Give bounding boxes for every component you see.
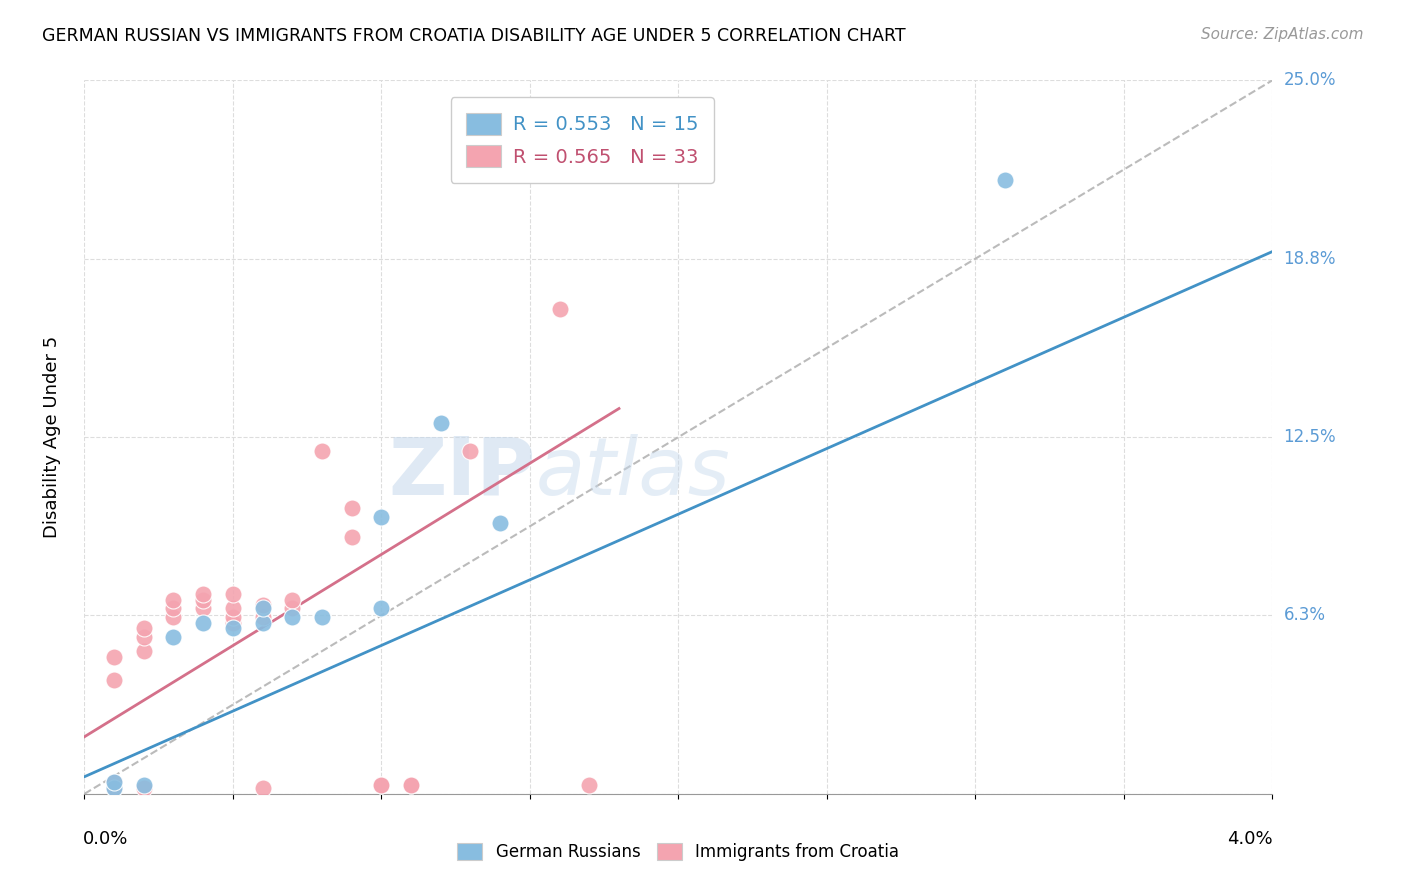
Point xyxy=(994,173,1017,187)
Point xyxy=(191,587,215,601)
Point xyxy=(370,601,392,615)
Text: 12.5%: 12.5% xyxy=(1284,428,1336,446)
Point xyxy=(132,630,155,644)
Point xyxy=(281,592,304,607)
Point xyxy=(489,516,512,530)
Point xyxy=(430,416,453,430)
Point xyxy=(103,781,125,796)
Point xyxy=(132,621,155,635)
Point xyxy=(191,601,215,615)
Point xyxy=(281,601,304,615)
Point xyxy=(222,601,245,615)
Point xyxy=(162,601,184,615)
Point xyxy=(370,778,392,792)
Legend: German Russians, Immigrants from Croatia: German Russians, Immigrants from Croatia xyxy=(451,836,905,868)
Point xyxy=(222,621,245,635)
Point xyxy=(162,630,184,644)
Point xyxy=(222,587,245,601)
Text: ZIP: ZIP xyxy=(388,434,536,512)
Point xyxy=(103,775,125,789)
Text: 25.0%: 25.0% xyxy=(1284,71,1336,89)
Point xyxy=(340,530,363,544)
Text: 4.0%: 4.0% xyxy=(1227,830,1272,847)
Point xyxy=(252,610,274,624)
Point xyxy=(103,673,125,687)
Point xyxy=(311,610,333,624)
Point xyxy=(311,444,333,458)
Point xyxy=(399,778,422,792)
Point xyxy=(132,778,155,792)
Point xyxy=(103,775,125,789)
Point xyxy=(252,781,274,796)
Point xyxy=(548,301,571,316)
Point xyxy=(370,778,392,792)
Text: GERMAN RUSSIAN VS IMMIGRANTS FROM CROATIA DISABILITY AGE UNDER 5 CORRELATION CHA: GERMAN RUSSIAN VS IMMIGRANTS FROM CROATI… xyxy=(42,27,905,45)
Text: atlas: atlas xyxy=(536,434,731,512)
Point xyxy=(162,610,184,624)
Point xyxy=(252,599,274,613)
Point xyxy=(191,615,215,630)
Text: Source: ZipAtlas.com: Source: ZipAtlas.com xyxy=(1201,27,1364,42)
Point xyxy=(460,444,482,458)
Point xyxy=(222,615,245,630)
Point xyxy=(103,781,125,796)
Point xyxy=(132,781,155,796)
Point xyxy=(103,649,125,664)
Point xyxy=(132,644,155,658)
Point xyxy=(399,778,422,792)
Point xyxy=(281,610,304,624)
Point xyxy=(519,102,541,116)
Point xyxy=(191,592,215,607)
Point xyxy=(340,501,363,516)
Point xyxy=(162,592,184,607)
Text: 6.3%: 6.3% xyxy=(1284,607,1326,624)
Point xyxy=(252,615,274,630)
Text: 0.0%: 0.0% xyxy=(83,830,128,847)
Point xyxy=(578,778,600,792)
Point xyxy=(370,510,392,524)
Point xyxy=(222,610,245,624)
Y-axis label: Disability Age Under 5: Disability Age Under 5 xyxy=(42,336,60,538)
Point xyxy=(252,601,274,615)
Text: 18.8%: 18.8% xyxy=(1284,250,1336,268)
